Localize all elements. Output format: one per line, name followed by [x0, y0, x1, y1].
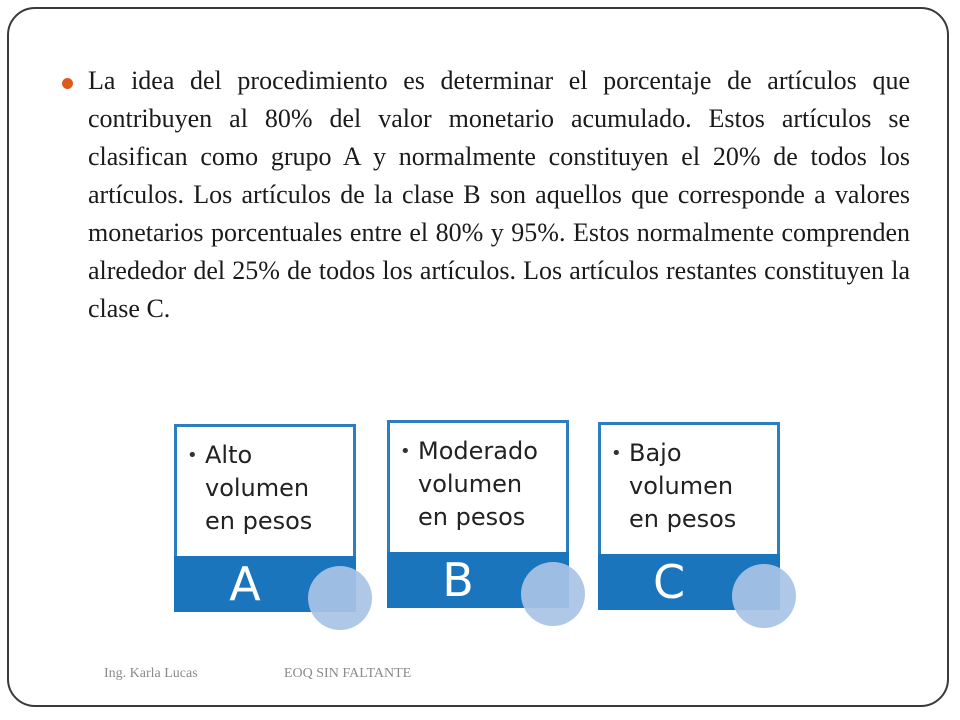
paragraph-text: La idea del procedimiento es determinar … — [88, 66, 910, 323]
card-circle-b — [521, 562, 585, 626]
card-item-a: Alto volumen en pesos — [187, 439, 353, 538]
card-item-c: Bajo volumen en pesos — [611, 437, 777, 536]
card-circle-c — [732, 564, 796, 628]
card-top-a: Alto volumen en pesos — [174, 424, 356, 556]
footer-author: Ing. Karla Lucas — [104, 666, 198, 681]
card-top-c: Bajo volumen en pesos — [598, 422, 780, 554]
card-item-b: Moderado volumen en pesos — [400, 435, 566, 534]
class-card-a: Alto volumen en pesos A — [174, 424, 372, 630]
card-letter-a: A — [229, 557, 261, 611]
card-list-c: Bajo volumen en pesos — [601, 425, 777, 536]
card-top-b: Moderado volumen en pesos — [387, 420, 569, 552]
card-list-b: Moderado volumen en pesos — [390, 423, 566, 534]
bullet-dot-icon — [62, 78, 73, 89]
bullet-paragraph: La idea del procedimiento es determinar … — [62, 62, 910, 328]
class-card-c: Bajo volumen en pesos C — [598, 422, 796, 628]
card-letter-c: C — [652, 555, 686, 609]
class-card-b: Moderado volumen en pesos B — [387, 420, 585, 626]
footer-title: EOQ SIN FALTANTE — [284, 666, 412, 681]
card-letter-b: B — [442, 553, 474, 607]
card-circle-a — [308, 566, 372, 630]
card-list-a: Alto volumen en pesos — [177, 427, 353, 538]
